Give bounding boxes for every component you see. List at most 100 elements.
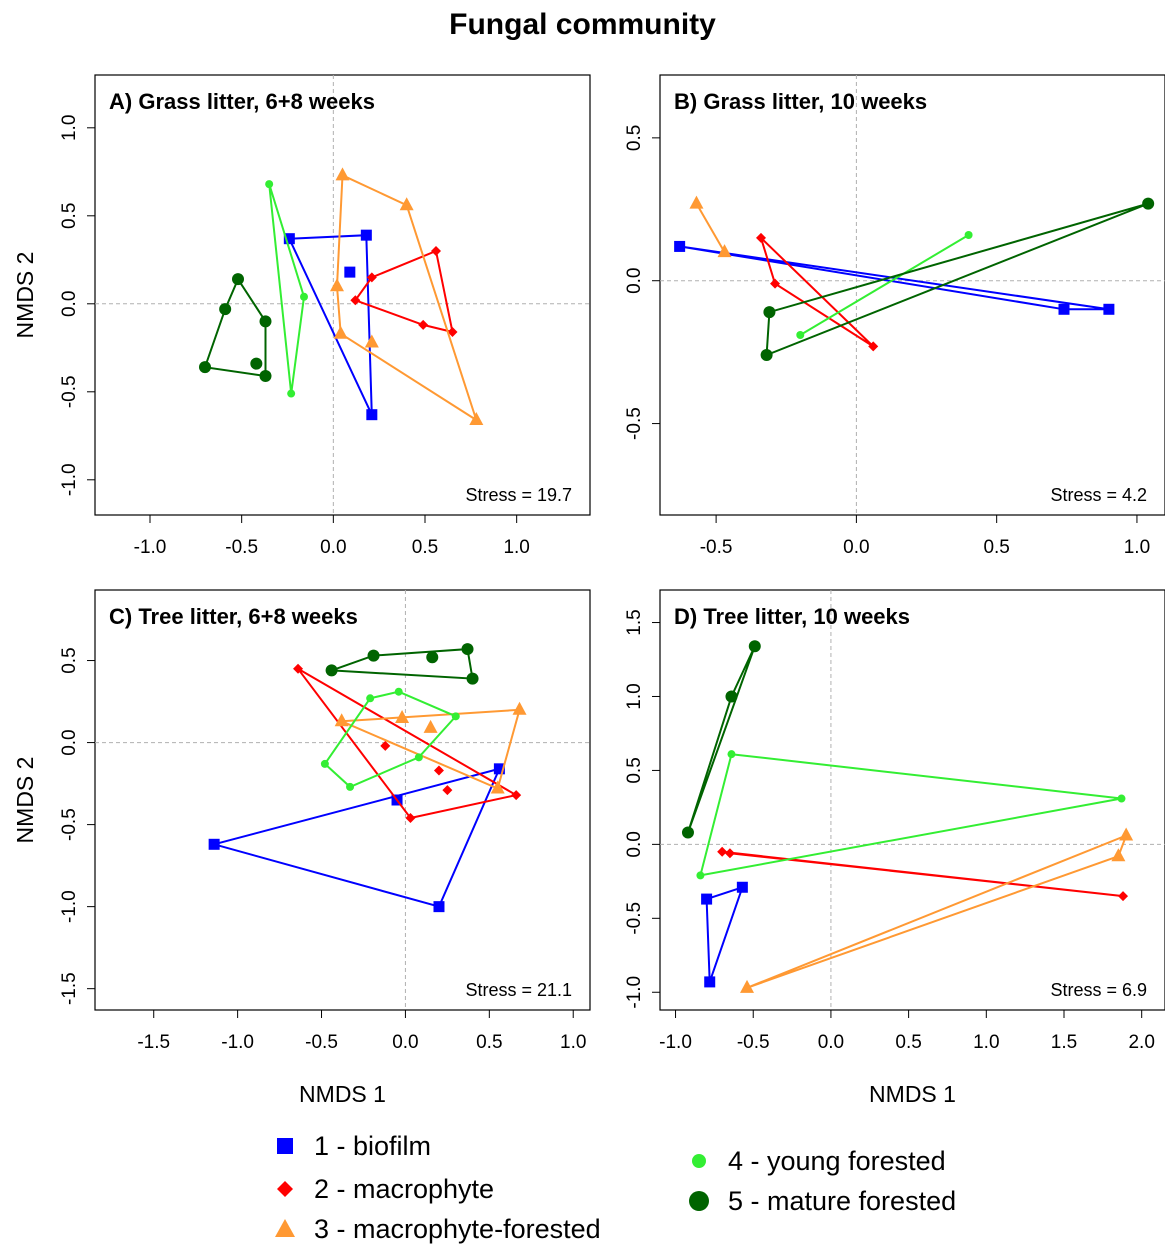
hull-macrophyte	[722, 850, 1124, 898]
point-macrophyte-forested	[490, 780, 505, 794]
point-mature-forested	[760, 349, 773, 361]
point-young-forested	[265, 180, 274, 189]
panel-title: D) Tree litter, 10 weeks	[674, 604, 910, 629]
point-mature-forested	[426, 651, 439, 664]
point-biofilm	[283, 233, 295, 245]
x-tick-label: 0.5	[895, 1032, 921, 1053]
point-mature-forested	[250, 357, 263, 370]
point-young-forested	[964, 231, 973, 239]
point-young-forested	[451, 712, 460, 721]
point-young-forested	[366, 694, 375, 703]
point-macrophyte-forested	[333, 325, 348, 339]
y-tick-label: -0.5	[59, 808, 80, 841]
point-biofilm	[1058, 303, 1070, 315]
point-mature-forested	[1142, 197, 1155, 210]
y-tick-label: 0.0	[624, 831, 645, 857]
hull-mature-forested	[331, 648, 474, 680]
point-young-forested	[320, 759, 329, 768]
point-biofilm	[433, 901, 445, 913]
x-tick-label: 0.5	[983, 537, 1009, 558]
point-macrophyte	[717, 846, 728, 857]
y-tick-label: 1.5	[624, 609, 645, 635]
point-mature-forested	[325, 664, 338, 677]
point-macrophyte	[350, 295, 361, 306]
point-biofilm	[704, 976, 716, 988]
y-tick-label: -1.0	[59, 463, 80, 496]
point-macrophyte-forested	[395, 709, 410, 723]
point-mature-forested	[466, 672, 479, 685]
point-young-forested	[394, 687, 403, 696]
point-mature-forested	[199, 361, 211, 374]
point-macrophyte	[433, 765, 444, 776]
point-mature-forested	[748, 640, 761, 653]
x-tick-label: -1.0	[221, 1032, 254, 1053]
y-tick-label: -0.5	[624, 407, 645, 440]
panel-c: -1.5 -1.0 -0.5 0.0 0.5 1.0 -1.5 -1.0 -0.5 0.0 0.5 C…	[12, 589, 591, 1107]
point-young-forested	[346, 782, 355, 791]
point-macrophyte-forested	[334, 713, 349, 727]
hull-macrophyte	[760, 237, 874, 348]
point-biofilm	[701, 893, 713, 905]
point-young-forested	[796, 331, 805, 339]
hull-macrophyte-forested	[695, 203, 726, 253]
x-tick-label: -0.5	[225, 537, 258, 558]
x-tick-label: 0.5	[476, 1032, 502, 1053]
point-biofilm	[208, 838, 220, 850]
x-tick-label: 0.0	[843, 537, 869, 558]
panel-d: -1.0 -0.5 0.0 0.5 1.0 1.5 2.0 -1.0 -0.5 0.0 0.5 1.0…	[624, 589, 1165, 1107]
point-macrophyte	[405, 813, 416, 824]
y-tick-label: 1.0	[624, 683, 645, 709]
panel-b: -0.5 0.0 0.5 1.0 -0.5 0.0 0.5 B) Grass litter, …	[624, 74, 1165, 558]
point-young-forested	[300, 292, 308, 301]
point-macrophyte-forested	[335, 167, 350, 181]
point-macrophyte	[724, 848, 735, 859]
point-biofilm	[493, 763, 505, 775]
point-biofilm	[360, 229, 372, 241]
y-tick-label: 1.0	[59, 115, 80, 141]
stress-label: Stress = 6.9	[1050, 980, 1147, 1000]
point-macrophyte	[366, 272, 377, 283]
x-tick-label: -1.5	[137, 1032, 170, 1053]
x-tick-label: -0.5	[305, 1032, 338, 1053]
plot-frame	[659, 74, 1165, 516]
point-macrophyte-forested	[364, 334, 379, 348]
y-tick-label: 0.5	[624, 125, 645, 151]
hull-macrophyte	[297, 667, 519, 820]
point-macrophyte	[442, 785, 453, 796]
x-axis-label: NMDS 1	[299, 1081, 386, 1107]
point-macrophyte	[511, 790, 522, 801]
point-macrophyte	[756, 232, 766, 243]
point-mature-forested	[259, 315, 272, 328]
x-tick-label: -1.0	[659, 1032, 692, 1053]
x-tick-label: 2.0	[1128, 1032, 1154, 1053]
y-tick-label: 0.0	[59, 291, 80, 317]
y-tick-label: 0.5	[624, 757, 645, 783]
point-young-forested	[414, 753, 423, 762]
stress-label: Stress = 19.7	[465, 485, 572, 505]
point-macrophyte	[770, 278, 781, 289]
point-biofilm	[674, 240, 686, 252]
x-tick-label: 1.0	[973, 1032, 999, 1053]
y-tick-label: 0.0	[59, 729, 80, 755]
point-macrophyte-forested	[1119, 827, 1134, 841]
plot-frame	[94, 589, 591, 1011]
x-tick-label: 0.0	[392, 1032, 418, 1053]
hull-mature-forested	[765, 202, 1149, 357]
point-macrophyte-forested	[330, 278, 344, 292]
x-tick-label: 0.5	[412, 537, 438, 558]
plot-frame	[659, 589, 1165, 1011]
y-tick-label: -1.0	[59, 890, 80, 923]
y-tick-label: 0.5	[59, 647, 80, 673]
panel-title: A) Grass litter, 6+8 weeks	[109, 89, 375, 114]
point-macrophyte-forested	[717, 244, 732, 258]
point-mature-forested	[725, 690, 738, 703]
point-macrophyte	[418, 319, 429, 330]
point-macrophyte-forested	[399, 197, 414, 211]
figure-title: Fungal community	[449, 8, 716, 41]
plot-frame	[94, 74, 591, 516]
y-tick-label: 0.5	[59, 203, 80, 229]
point-macrophyte-forested	[1111, 848, 1126, 862]
x-axis-label: NMDS 1	[869, 1081, 956, 1107]
point-biofilm	[736, 881, 748, 893]
